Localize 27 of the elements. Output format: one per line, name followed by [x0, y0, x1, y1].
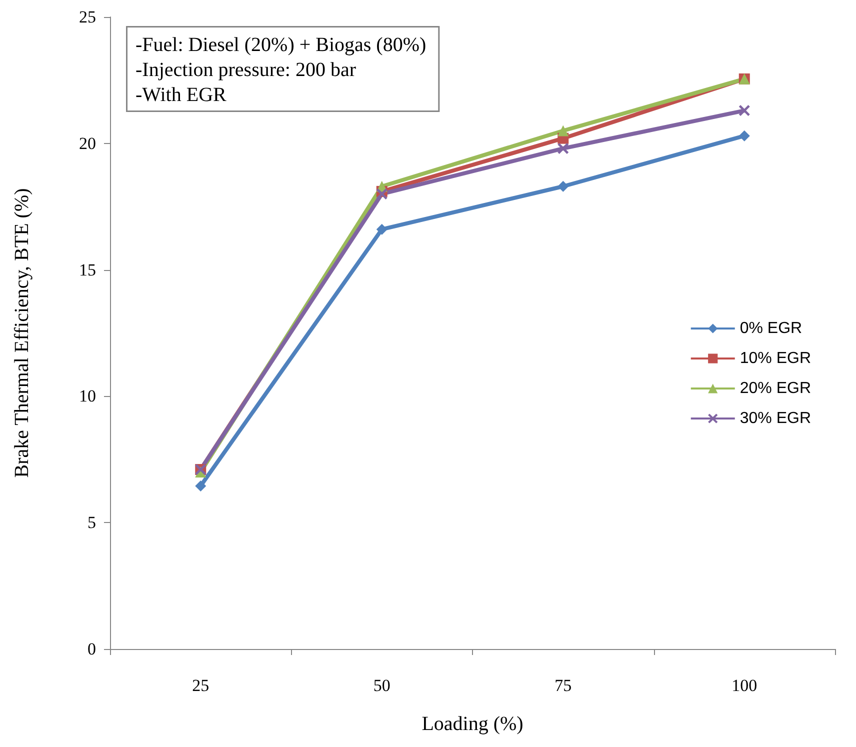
legend-label: 10% EGR	[740, 350, 811, 367]
point	[195, 480, 206, 492]
annotation: -With EGR	[136, 84, 228, 106]
x-tick-label: 50	[373, 676, 390, 695]
y-tick-label: 10	[79, 386, 96, 406]
y-tick-label: 25	[79, 8, 96, 26]
point	[558, 142, 569, 154]
x-tick-label: 75	[554, 676, 572, 695]
y-tick-label: 15	[79, 260, 96, 280]
legend-label: 20% EGR	[740, 380, 811, 397]
y-tick-label: 0	[88, 640, 96, 658]
annotation: -Fuel: Diesel (20%) + Biogas (80%)	[136, 34, 426, 56]
point	[738, 105, 750, 116]
x-axis-title: Loading (%)	[422, 713, 524, 735]
point	[376, 188, 388, 200]
point	[558, 125, 569, 136]
legend-label: 30% EGR	[740, 410, 811, 427]
y-tick-label: 5	[88, 513, 96, 532]
y-axis-title: Brake Thermal Efficiency, BTE (%)	[11, 188, 33, 478]
point	[738, 130, 750, 142]
legend-label: 0% EGR	[740, 320, 802, 337]
x-tick-label: 25	[192, 676, 210, 695]
point	[376, 224, 388, 235]
point	[558, 180, 569, 192]
x-tick-label: 100	[732, 676, 758, 695]
y-tick-label: 20	[79, 134, 96, 153]
annotation: -Injection pressure: 200 bar	[136, 59, 356, 81]
